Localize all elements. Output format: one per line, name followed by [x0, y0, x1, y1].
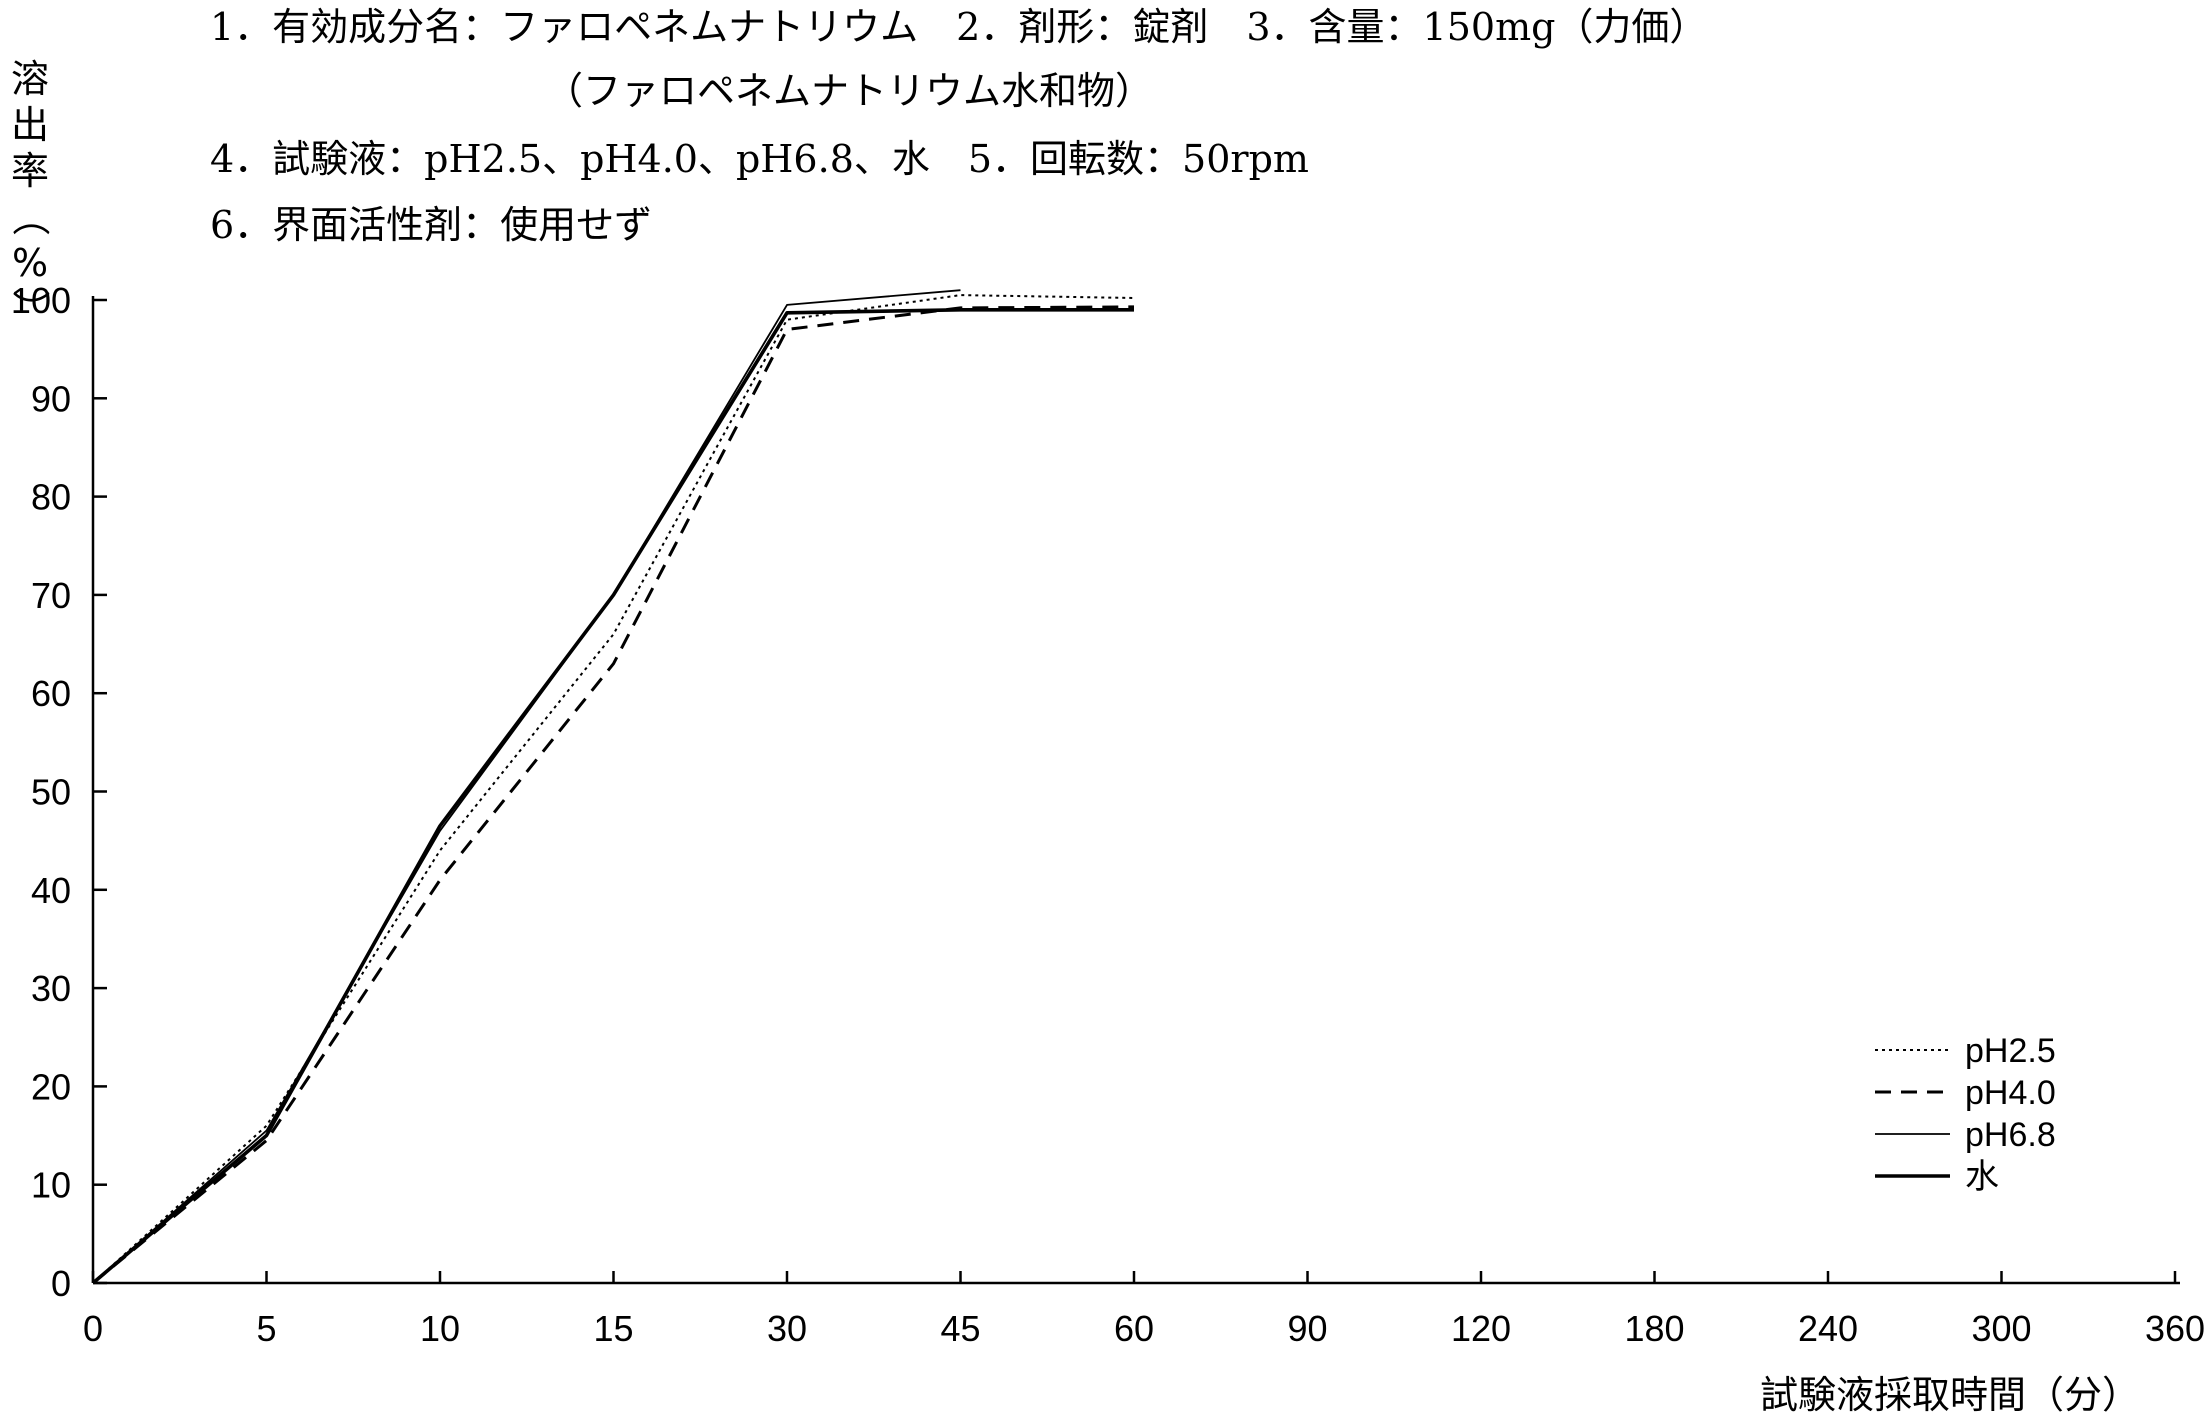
x-tick-label: 60	[1114, 1308, 1154, 1349]
chart-legend: pH2.5 pH4.0 pH6.8 水	[1875, 1032, 2056, 1196]
x-axis-title: 試験液採取時間（分）	[1760, 1373, 2140, 1417]
y-tick-label: 50	[31, 772, 71, 813]
y-axis-title-char: %	[11, 241, 49, 285]
x-tick-label: 120	[1451, 1308, 1511, 1349]
y-tick-label: 10	[31, 1165, 71, 1206]
x-tick-label: 45	[940, 1308, 980, 1349]
y-axis-title-char: 溶	[10, 57, 49, 101]
x-tick-label: 5	[256, 1308, 276, 1349]
x-tick-label: 0	[83, 1308, 103, 1349]
x-tick-labels: 0 5 10 15 30 45 60 90 120 180 240 300 360	[83, 1308, 2205, 1349]
y-tick-labels: 0 10 20 30 40 50 60 70 80 90 100	[11, 280, 71, 1304]
x-tick-label: 90	[1287, 1308, 1327, 1349]
chart-axes	[91, 296, 2180, 1285]
header-line-4: 6．界面活性剤：使用せず	[210, 203, 653, 247]
series-lines	[91, 289, 1135, 1285]
x-tick-label: 300	[1971, 1308, 2031, 1349]
x-tick-label: 180	[1624, 1308, 1684, 1349]
series-line-水	[91, 307, 1134, 1285]
x-tick-label: 10	[420, 1308, 460, 1349]
y-tick-label: 30	[31, 968, 71, 1009]
legend-label: pH6.8	[1965, 1116, 2056, 1154]
x-tick-label: 15	[593, 1308, 633, 1349]
series-line-pH6.8	[92, 289, 961, 1284]
x-tick-label: 30	[767, 1308, 807, 1349]
y-tick-label: 40	[31, 870, 71, 911]
header-line-3: 4．試験液：pH2.5、pH4.0、pH6.8、水 5．回転数：50rpm	[210, 137, 1309, 181]
y-tick-label: 90	[31, 378, 71, 419]
header-line-2: （ファロペネムナトリウム水和物）	[545, 69, 1154, 113]
y-tick-label: 100	[11, 280, 71, 321]
y-axis-title-char: 率	[10, 149, 49, 193]
series-line-pH2.5	[92, 294, 1135, 1284]
series-line-pH4.0	[92, 305, 1135, 1285]
legend-label: pH4.0	[1965, 1074, 2056, 1112]
y-axis-title-char: 出	[10, 103, 49, 147]
y-tick-label: 0	[51, 1263, 71, 1304]
header-line-1: 1．有効成分名：ファロペネムナトリウム 2．剤形：錠剤 3．含量：150mg（力…	[210, 5, 1708, 49]
legend-label: 水	[1965, 1158, 1999, 1196]
x-tick-label: 240	[1798, 1308, 1858, 1349]
x-tick-label: 360	[2145, 1308, 2205, 1349]
y-tick-label: 20	[31, 1066, 71, 1107]
y-tick-label: 60	[31, 673, 71, 714]
y-axis-title: 溶 出 率 （ % ）	[8, 56, 52, 332]
y-tick-label: 80	[31, 477, 71, 518]
y-tick-label: 70	[31, 575, 71, 616]
legend-label: pH2.5	[1965, 1032, 2056, 1070]
